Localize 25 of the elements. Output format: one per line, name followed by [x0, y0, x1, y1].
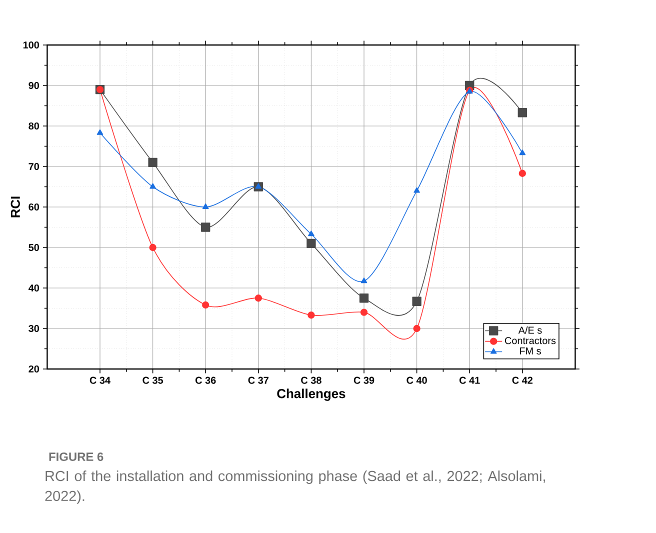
- x-tick-label: C 34: [90, 376, 110, 384]
- x-tick-label: C 38: [301, 376, 322, 384]
- y-tick-label: 80: [28, 122, 40, 130]
- caption: FIGURE 6: [49, 452, 104, 461]
- legend-label: Contractors: [504, 337, 556, 344]
- y-tick-label: 30: [28, 324, 40, 332]
- x-axis-title: Challenges: [277, 388, 346, 401]
- x-tick-label: C 40: [406, 376, 427, 384]
- text: RCI of the installation and commissioning phase (Saad et al., 2022; Alsolami, 2022).: [45, 470, 545, 504]
- x-tick-label: C 39: [354, 376, 374, 384]
- x-tick-label: C 37: [248, 376, 268, 384]
- y-tick-label: 60: [28, 203, 40, 211]
- x-tick-label: C 41: [459, 376, 480, 384]
- legend-label: A/E s: [518, 326, 542, 334]
- x-tick-label: C 36: [195, 376, 216, 384]
- y-tick-label: 40: [28, 284, 40, 292]
- legend-label: FM s: [520, 348, 541, 354]
- y-axis-title: RCI: [10, 196, 20, 218]
- y-tick-label: 70: [28, 162, 40, 170]
- y-tick-label: 50: [28, 244, 40, 252]
- x-tick-label: C 42: [512, 376, 533, 384]
- y-tick-label: 100: [23, 41, 40, 49]
- y-tick-label: 90: [28, 82, 40, 90]
- x-tick-label: C 35: [142, 376, 164, 384]
- y-tick-label: 20: [28, 365, 40, 373]
